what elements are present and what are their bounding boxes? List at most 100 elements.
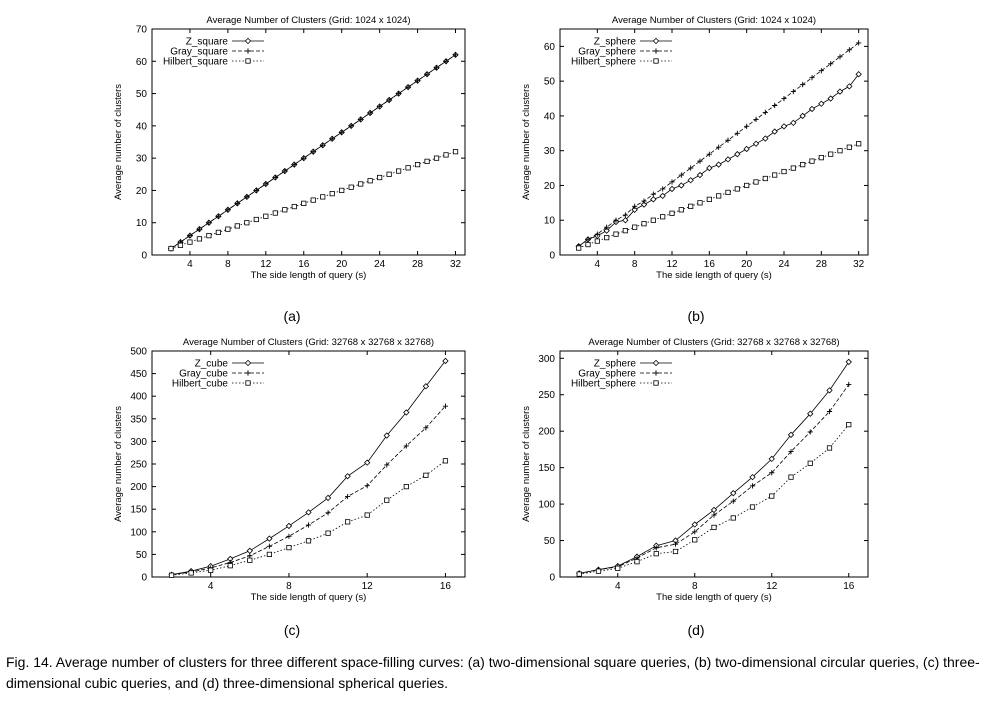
data-point [688, 203, 694, 209]
y-tick-label: 300 [538, 354, 555, 365]
data-point [837, 54, 843, 60]
data-point [603, 227, 610, 234]
x-axis-label: The side length of query (s) [251, 270, 367, 281]
data-point [809, 158, 815, 164]
series-Hilbert_sphere [576, 141, 862, 251]
data-point [358, 116, 364, 122]
y-tick-label: 250 [130, 460, 147, 471]
data-point [640, 201, 648, 208]
y-tick-label: 20 [136, 186, 148, 197]
data-point [688, 165, 694, 171]
data-point [800, 82, 806, 88]
y-tick-label: 10 [544, 216, 556, 227]
series-line [578, 42, 859, 247]
data-point [282, 207, 288, 213]
data-point [672, 541, 679, 547]
data-point [424, 158, 430, 164]
data-point [716, 193, 722, 199]
data-point [403, 443, 409, 449]
data-point [576, 245, 582, 251]
x-tick-label: 16 [704, 259, 716, 270]
data-point [818, 155, 824, 161]
legend-marker [653, 370, 659, 376]
data-point [208, 567, 214, 573]
data-point [845, 358, 852, 366]
data-point [790, 119, 797, 127]
plot-frame [151, 28, 466, 256]
data-point [253, 216, 259, 223]
data-point [177, 242, 184, 248]
data-point [594, 238, 600, 244]
legend-label: Hilbert_square [163, 57, 228, 68]
data-point [691, 521, 698, 528]
data-point [734, 186, 740, 192]
x-tick-label: 16 [440, 581, 452, 592]
data-point [291, 203, 297, 210]
data-point [286, 533, 292, 539]
legend-marker [245, 58, 251, 64]
data-point [396, 90, 402, 97]
data-point [234, 200, 240, 206]
x-tick-label: 32 [450, 259, 462, 270]
data-point [345, 493, 351, 500]
data-point [653, 551, 659, 557]
data-point [452, 149, 459, 155]
y-tick-label: 70 [136, 25, 148, 36]
legend-marker [652, 359, 660, 367]
data-point [613, 217, 619, 223]
data-point [622, 212, 628, 218]
y-tick-label: 50 [544, 536, 556, 547]
data-point [711, 512, 717, 518]
series-Hilbert_sphere [576, 422, 852, 577]
data-point [668, 185, 676, 193]
data-point [414, 161, 421, 168]
data-point [585, 236, 591, 242]
data-point [325, 510, 331, 516]
data-point [807, 410, 814, 417]
x-tick-label: 8 [225, 259, 231, 270]
data-point [272, 210, 278, 216]
data-point [244, 194, 250, 200]
data-point [345, 519, 351, 525]
data-point [744, 182, 750, 189]
y-tick-label: 200 [538, 427, 555, 438]
x-tick-label: 32 [853, 259, 865, 270]
x-tick-label: 4 [187, 259, 193, 270]
data-point [301, 200, 307, 206]
y-tick-label: 50 [136, 550, 148, 561]
data-point [818, 68, 824, 74]
data-point [788, 449, 794, 455]
plot-frame [559, 350, 869, 578]
x-tick-label: 24 [778, 259, 790, 270]
data-point [641, 221, 647, 227]
data-point [585, 241, 591, 248]
data-point [768, 455, 775, 463]
x-tick-label: 20 [336, 259, 348, 270]
legend-label: Z_square [186, 37, 229, 48]
y-tick-label: 40 [544, 111, 556, 122]
legend-label: Gray_sphere [578, 47, 636, 58]
data-point [305, 522, 312, 528]
data-point [324, 494, 332, 502]
data-point [364, 459, 371, 466]
data-point [443, 152, 449, 158]
data-point [749, 483, 756, 489]
chart-title: Average Number of Clusters (Grid: 32768 … [183, 337, 434, 348]
data-point [405, 84, 411, 90]
x-tick-label: 20 [741, 259, 753, 270]
x-axis-label: The side length of query (s) [656, 270, 772, 281]
data-point [396, 168, 402, 174]
data-point [227, 563, 233, 569]
data-point [846, 83, 853, 90]
data-point [696, 171, 704, 179]
y-axis-label: Average number of clusters [113, 406, 124, 522]
data-point [846, 47, 852, 53]
data-point [725, 189, 731, 196]
data-point [206, 233, 212, 239]
data-point [780, 123, 788, 130]
data-point [613, 231, 619, 237]
data-point [697, 158, 703, 164]
data-point [787, 431, 795, 439]
legend-label: Gray_square [170, 47, 228, 58]
sublabel-c: (c) [283, 622, 301, 638]
